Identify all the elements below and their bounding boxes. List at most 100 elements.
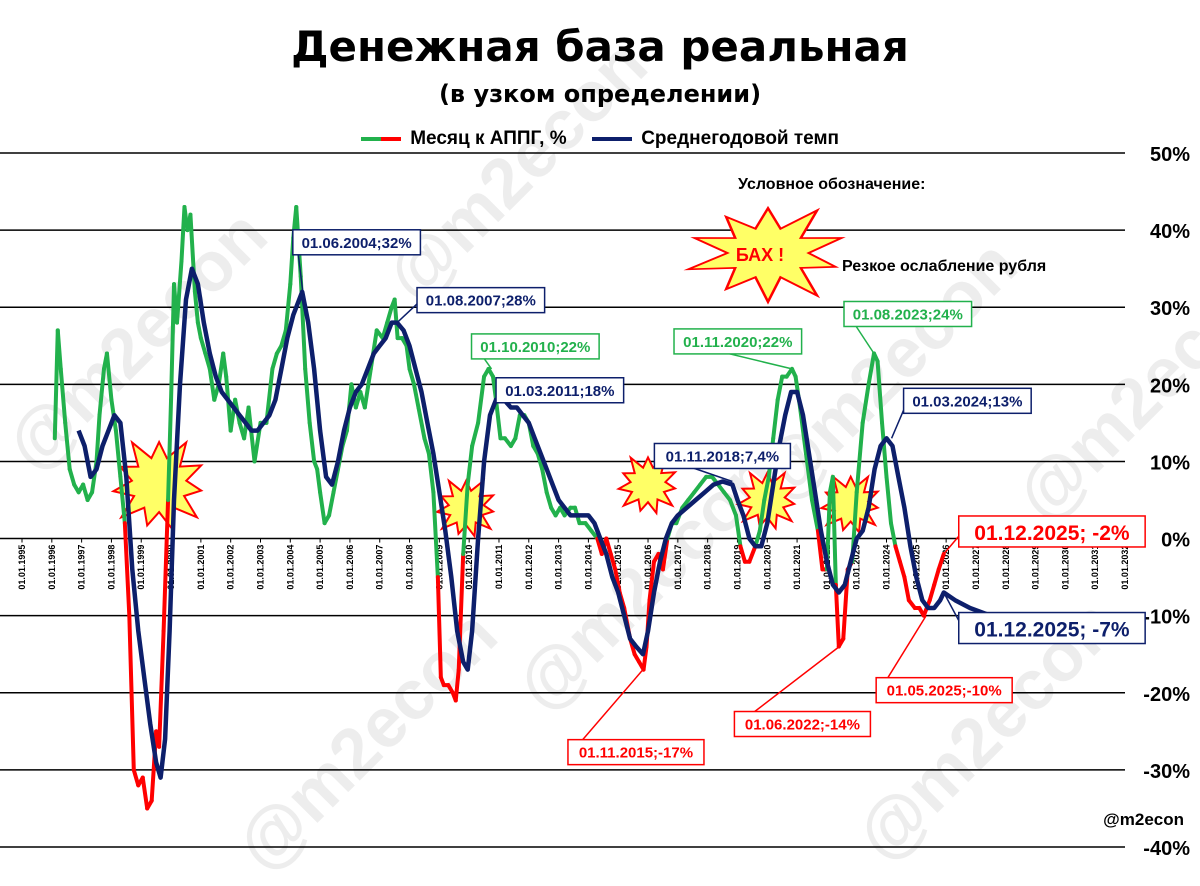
x-tick-label: 01.01.2011: [494, 545, 504, 590]
annotation-label: 01.08.2023;24%: [853, 306, 963, 323]
y-tick-label: 10%: [1150, 452, 1190, 474]
monthly-series-segment: [270, 351, 279, 371]
monthly-series-segment: [175, 258, 184, 325]
annotation-label: 01.03.2011;18%: [505, 383, 614, 400]
monthly-series-segment: [513, 413, 522, 441]
monthly-series-segment: [833, 582, 841, 649]
burst-icon: [615, 455, 678, 516]
monthly-series-segment: [122, 521, 132, 618]
monthly-series-segment: [884, 474, 893, 526]
monthly-series-segment: [815, 528, 825, 572]
monthly-series-segment: [431, 490, 440, 580]
annotation-label: 01.10.2010;22%: [480, 339, 590, 356]
annotation-box: [416, 286, 546, 314]
x-tick-label: 01.01.2023: [852, 545, 862, 590]
monthly-series-segment: [94, 413, 102, 464]
monthly-series-segment: [303, 366, 312, 425]
monthly-series-segment: [608, 551, 618, 572]
x-tick-label: 01.01.2016: [643, 545, 653, 590]
x-tick-label: 01.01.2026: [941, 545, 951, 590]
y-tick-label: -40%: [1143, 838, 1190, 860]
monthly-series-segment: [385, 305, 394, 325]
annotation-label: 01.11.2018;7,4%: [666, 448, 779, 465]
y-tick-label: 50%: [1150, 144, 1190, 166]
monthly-series-segment: [97, 366, 106, 418]
annotation-box: [673, 328, 803, 355]
legend-swatch-average: [591, 136, 632, 141]
annotation-box: [567, 738, 705, 766]
monthly-series-segment: [55, 328, 63, 371]
monthly-series-segment: [380, 320, 390, 341]
annotation-box: [653, 442, 792, 470]
annotation-box: [292, 229, 422, 256]
x-tick-label: 01.01.2015: [613, 545, 623, 590]
x-tick-label: 01.01.2006: [345, 545, 355, 590]
annotation-label: 01.05.2025;-10%: [887, 683, 1002, 700]
monthly-series-segment: [470, 420, 481, 449]
note-title: Условное обозначение:: [738, 176, 926, 193]
monthly-series-segment: [453, 667, 461, 703]
x-tick-label: 01.01.1996: [47, 545, 57, 590]
monthly-series-segment: [307, 420, 317, 464]
monthly-series-segment: [893, 544, 902, 564]
monthly-series-segment: [936, 551, 946, 572]
legend-label-monthly: Месяц к АППГ, %: [410, 128, 567, 149]
monthly-series-segment: [63, 420, 72, 472]
y-tick-label: -20%: [1143, 684, 1190, 706]
monthly-series-segment: [422, 436, 431, 456]
monthly-series-segment: [140, 775, 150, 811]
monthly-series-segment: [203, 351, 212, 371]
legend: Месяц к АППГ, % Среднегодовой темп: [0, 128, 1200, 150]
annotation-label: 01.11.2020;22%: [683, 334, 792, 351]
x-tick-label: 01.01.2004: [285, 545, 295, 590]
x-tick-label: 01.01.2019: [732, 545, 742, 590]
monthly-series-segment: [854, 420, 865, 495]
monthly-series-segment: [192, 289, 200, 325]
monthly-series-segment: [804, 451, 814, 502]
annotation-box: [958, 515, 1146, 548]
annotation-box: [958, 611, 1146, 645]
monthly-series-segment: [157, 629, 166, 749]
x-tick-label: 01.01.2008: [405, 545, 415, 590]
monthly-series-segment: [875, 359, 885, 425]
x-tick-label: 01.01.2012: [524, 545, 534, 590]
y-tick-label: 30%: [1150, 298, 1190, 320]
x-tick-label: 01.01.1998: [106, 545, 116, 590]
monthly-series-segment: [161, 498, 171, 634]
monthly-series-segment: [757, 498, 767, 533]
x-tick-label: 01.01.2018: [703, 545, 713, 590]
monthly-series-segment: [113, 428, 123, 479]
x-tick-label: 01.01.2024: [882, 545, 892, 590]
monthly-series-segment: [461, 482, 470, 556]
burst-legend-label: БАХ !: [736, 245, 784, 265]
annotation-label: 01.03.2024;13%: [912, 393, 1022, 410]
y-tick-label: -10%: [1143, 607, 1190, 629]
annotation-box: [470, 333, 600, 360]
legend-swatch-monthly: [360, 136, 401, 141]
y-tick-label: -30%: [1143, 761, 1190, 783]
monthly-series-segment: [866, 351, 876, 387]
monthly-series-segment: [476, 374, 487, 425]
monthly-series-segment: [404, 343, 412, 371]
monthly-series-segment: [195, 320, 203, 341]
monthly-series-segment: [318, 490, 327, 526]
monthly-series-segment: [830, 474, 838, 587]
burst-legend-icon: [683, 205, 846, 305]
monthly-series-segment: [493, 397, 503, 441]
annotation-box: [875, 676, 1013, 704]
monthly-series-segment: [416, 405, 427, 441]
monthly-series-segment: [104, 351, 114, 402]
legend-item-monthly: Месяц к АППГ, %: [360, 128, 567, 150]
y-tick-label: 20%: [1150, 375, 1190, 397]
monthly-series-segment: [604, 536, 613, 556]
annotation-box: [733, 710, 872, 738]
monthly-series-segment: [118, 474, 127, 526]
monthly-series-segment: [888, 521, 898, 549]
x-tick-label: 01.01.1997: [77, 545, 87, 590]
monthly-series-segment: [264, 366, 275, 425]
y-tick-label: 0%: [1161, 530, 1190, 552]
monthly-series-segment: [860, 382, 871, 425]
annotation-label: 01.12.2025; -7%: [974, 619, 1130, 642]
x-tick-label: 01.01.2001: [196, 545, 206, 590]
